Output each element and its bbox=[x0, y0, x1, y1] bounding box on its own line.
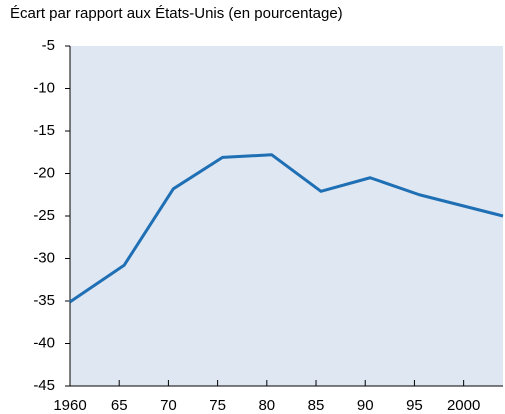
y-tick-label: -40 bbox=[33, 334, 55, 351]
y-tick-label: -20 bbox=[33, 164, 55, 181]
x-tick-label: 95 bbox=[406, 397, 423, 414]
x-tick-label: 75 bbox=[209, 397, 226, 414]
x-tick-label: 65 bbox=[111, 397, 128, 414]
x-tick-label: 70 bbox=[160, 397, 177, 414]
y-tick-label: -15 bbox=[33, 122, 55, 139]
x-tick-label: 90 bbox=[357, 397, 374, 414]
chart-title: Écart par rapport aux États-Unis (en pou… bbox=[10, 5, 343, 22]
y-tick-label: -30 bbox=[33, 249, 55, 266]
x-tick-label: 1960 bbox=[53, 397, 86, 414]
x-tick-label: 85 bbox=[308, 397, 325, 414]
y-tick-label: -45 bbox=[33, 377, 55, 394]
y-tick-label: -5 bbox=[42, 37, 55, 54]
plot-area bbox=[70, 46, 503, 386]
y-tick-label: -25 bbox=[33, 207, 55, 224]
y-tick-label: -10 bbox=[33, 79, 55, 96]
y-tick-label: -35 bbox=[33, 292, 55, 309]
data-line bbox=[69, 153, 504, 304]
x-tick-label: 80 bbox=[258, 397, 275, 414]
x-tick-label: 2000 bbox=[447, 397, 480, 414]
